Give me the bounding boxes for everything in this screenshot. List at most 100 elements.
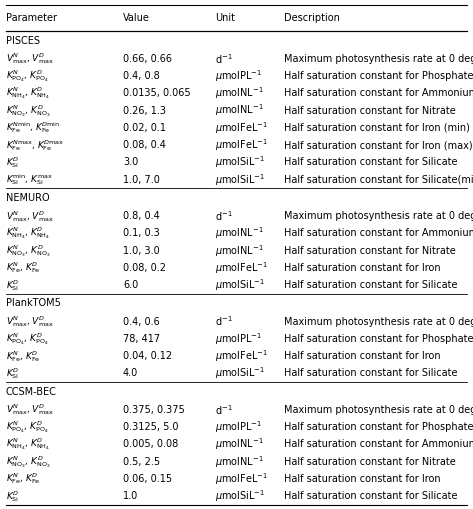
- Text: $K_{\mathrm{PO_4}}^{N}$, $K_{\mathrm{PO_4}}^{D}$: $K_{\mathrm{PO_4}}^{N}$, $K_{\mathrm{PO_…: [6, 419, 49, 435]
- Text: Maximum photosynthesis rate at 0 degrees: Maximum photosynthesis rate at 0 degrees: [284, 211, 473, 221]
- Text: 1.0: 1.0: [123, 491, 138, 501]
- Text: 0.04, 0.12: 0.04, 0.12: [123, 351, 172, 361]
- Text: $\mu$molPL$^{-1}$: $\mu$molPL$^{-1}$: [215, 331, 263, 347]
- Text: 0.06, 0.15: 0.06, 0.15: [123, 474, 172, 484]
- Text: Maximum photosynthesis rate at 0 degrees: Maximum photosynthesis rate at 0 degrees: [284, 54, 473, 64]
- Text: $K_{\mathrm{Si}}^{D}$: $K_{\mathrm{Si}}^{D}$: [6, 366, 19, 381]
- Text: 0.02, 0.1: 0.02, 0.1: [123, 123, 166, 133]
- Text: Half saturation constant for Iron (max): Half saturation constant for Iron (max): [284, 140, 473, 150]
- Text: $K_{\mathrm{Si}}^{D}$: $K_{\mathrm{Si}}^{D}$: [6, 155, 19, 170]
- Text: $\mu$molPL$^{-1}$: $\mu$molPL$^{-1}$: [215, 419, 263, 435]
- Text: $K_{\mathrm{Fe}}^{N\mathrm{max}}$, $K_{\mathrm{Fe}}^{D\mathrm{max}}$: $K_{\mathrm{Fe}}^{N\mathrm{max}}$, $K_{\…: [6, 138, 64, 153]
- Text: $\mu$molFeL$^{-1}$: $\mu$molFeL$^{-1}$: [215, 120, 268, 136]
- Text: Half saturation constant for Nitrate: Half saturation constant for Nitrate: [284, 457, 455, 467]
- Text: $K_{\mathrm{Si}}^{\mathrm{min}}$, $K_{\mathrm{Si}}^{\mathrm{max}}$: $K_{\mathrm{Si}}^{\mathrm{min}}$, $K_{\m…: [6, 173, 53, 187]
- Text: $K_{\mathrm{Fe}}^{N}$, $K_{\mathrm{Fe}}^{D}$: $K_{\mathrm{Fe}}^{N}$, $K_{\mathrm{Fe}}^…: [6, 471, 40, 487]
- Text: Half saturation constant for Silicate: Half saturation constant for Silicate: [284, 369, 457, 379]
- Text: d$^{-1}$: d$^{-1}$: [215, 52, 233, 66]
- Text: 0.0135, 0.065: 0.0135, 0.065: [123, 88, 191, 98]
- Text: PISCES: PISCES: [6, 36, 40, 45]
- Text: Half saturation constant for Phosphate: Half saturation constant for Phosphate: [284, 422, 473, 432]
- Text: $K_{\mathrm{NO_3}}^{N}$, $K_{\mathrm{NO_3}}^{D}$: $K_{\mathrm{NO_3}}^{N}$, $K_{\mathrm{NO_…: [6, 243, 50, 259]
- Text: 0.4, 0.8: 0.4, 0.8: [123, 71, 160, 81]
- Text: Half saturation constant for Iron (min): Half saturation constant for Iron (min): [284, 123, 470, 133]
- Text: $V_{\mathrm{max}}^{N}$, $V_{\mathrm{max}}^{D}$: $V_{\mathrm{max}}^{N}$, $V_{\mathrm{max}…: [6, 51, 53, 66]
- Text: $K_{\mathrm{Si}}^{D}$: $K_{\mathrm{Si}}^{D}$: [6, 489, 19, 504]
- Text: 0.08, 0.4: 0.08, 0.4: [123, 140, 166, 150]
- Text: $K_{\mathrm{NO_3}}^{N}$, $K_{\mathrm{NO_3}}^{D}$: $K_{\mathrm{NO_3}}^{N}$, $K_{\mathrm{NO_…: [6, 103, 50, 119]
- Text: $K_{\mathrm{PO_4}}^{N}$, $K_{\mathrm{PO_4}}^{D}$: $K_{\mathrm{PO_4}}^{N}$, $K_{\mathrm{PO_…: [6, 68, 49, 84]
- Text: $\mu$molPL$^{-1}$: $\mu$molPL$^{-1}$: [215, 68, 263, 84]
- Text: $\mu$molFeL$^{-1}$: $\mu$molFeL$^{-1}$: [215, 471, 268, 487]
- Text: NEMURO: NEMURO: [6, 193, 49, 203]
- Text: 0.4, 0.6: 0.4, 0.6: [123, 317, 160, 327]
- Text: Half saturation constant for Phosphate: Half saturation constant for Phosphate: [284, 334, 473, 344]
- Text: Half saturation constant for Iron: Half saturation constant for Iron: [284, 351, 440, 361]
- Text: $K_{\mathrm{NH_4}}^{N}$, $K_{\mathrm{NH_4}}^{D}$: $K_{\mathrm{NH_4}}^{N}$, $K_{\mathrm{NH_…: [6, 86, 50, 101]
- Text: Half saturation constant for Phosphate: Half saturation constant for Phosphate: [284, 71, 473, 81]
- Text: CCSM-BEC: CCSM-BEC: [6, 387, 57, 397]
- Text: Half saturation constant for Silicate: Half saturation constant for Silicate: [284, 491, 457, 501]
- Text: $\mu$molNL$^{-1}$: $\mu$molNL$^{-1}$: [215, 103, 264, 119]
- Text: $V_{\mathrm{max}}^{N}$, $V_{\mathrm{max}}^{D}$: $V_{\mathrm{max}}^{N}$, $V_{\mathrm{max}…: [6, 402, 53, 417]
- Text: Unit: Unit: [215, 13, 235, 23]
- Text: $K_{\mathrm{NO_3}}^{N}$, $K_{\mathrm{NO_3}}^{D}$: $K_{\mathrm{NO_3}}^{N}$, $K_{\mathrm{NO_…: [6, 454, 50, 470]
- Text: Description: Description: [284, 13, 340, 23]
- Text: 3.0: 3.0: [123, 157, 138, 167]
- Text: 0.005, 0.08: 0.005, 0.08: [123, 439, 178, 449]
- Text: $\mu$molFeL$^{-1}$: $\mu$molFeL$^{-1}$: [215, 348, 268, 364]
- Text: 1.0, 3.0: 1.0, 3.0: [123, 246, 160, 256]
- Text: $\mu$molSiL$^{-1}$: $\mu$molSiL$^{-1}$: [215, 277, 265, 293]
- Text: $\mu$molNL$^{-1}$: $\mu$molNL$^{-1}$: [215, 454, 264, 470]
- Text: 0.26, 1.3: 0.26, 1.3: [123, 105, 166, 116]
- Text: Maximum photosynthesis rate at 0 degrees: Maximum photosynthesis rate at 0 degrees: [284, 317, 473, 327]
- Text: 1.0, 7.0: 1.0, 7.0: [123, 175, 160, 185]
- Text: 0.66, 0.66: 0.66, 0.66: [123, 54, 172, 64]
- Text: $\mu$molNL$^{-1}$: $\mu$molNL$^{-1}$: [215, 437, 264, 453]
- Text: Half saturation constant for Silicate: Half saturation constant for Silicate: [284, 280, 457, 290]
- Text: Half saturation constant for Silicate: Half saturation constant for Silicate: [284, 157, 457, 167]
- Text: 78, 417: 78, 417: [123, 334, 160, 344]
- Text: Maximum photosynthesis rate at 0 degrees: Maximum photosynthesis rate at 0 degrees: [284, 405, 473, 415]
- Text: 0.1, 0.3: 0.1, 0.3: [123, 229, 160, 238]
- Text: Half saturation constant for Nitrate: Half saturation constant for Nitrate: [284, 246, 455, 256]
- Text: $K_{\mathrm{Fe}}^{N\mathrm{min}}$, $K_{\mathrm{Fe}}^{D\mathrm{min}}$: $K_{\mathrm{Fe}}^{N\mathrm{min}}$, $K_{\…: [6, 121, 60, 135]
- Text: Half saturation constant for Ammonium: Half saturation constant for Ammonium: [284, 229, 473, 238]
- Text: $\mu$molFeL$^{-1}$: $\mu$molFeL$^{-1}$: [215, 260, 268, 276]
- Text: $\mu$molSiL$^{-1}$: $\mu$molSiL$^{-1}$: [215, 488, 265, 504]
- Text: 0.08, 0.2: 0.08, 0.2: [123, 263, 166, 273]
- Text: $K_{\mathrm{Fe}}^{N}$, $K_{\mathrm{Fe}}^{D}$: $K_{\mathrm{Fe}}^{N}$, $K_{\mathrm{Fe}}^…: [6, 349, 40, 363]
- Text: Half saturation constant for Iron: Half saturation constant for Iron: [284, 474, 440, 484]
- Text: d$^{-1}$: d$^{-1}$: [215, 403, 233, 417]
- Text: $K_{\mathrm{Si}}^{D}$: $K_{\mathrm{Si}}^{D}$: [6, 278, 19, 293]
- Text: $\mu$molNL$^{-1}$: $\mu$molNL$^{-1}$: [215, 243, 264, 259]
- Text: $K_{\mathrm{NH_4}}^{N}$, $K_{\mathrm{NH_4}}^{D}$: $K_{\mathrm{NH_4}}^{N}$, $K_{\mathrm{NH_…: [6, 436, 50, 453]
- Text: 0.5, 2.5: 0.5, 2.5: [123, 457, 160, 467]
- Text: $\mu$molSiL$^{-1}$: $\mu$molSiL$^{-1}$: [215, 155, 265, 171]
- Text: Half saturation constant for Silicate(min, max): Half saturation constant for Silicate(mi…: [284, 175, 473, 185]
- Text: $V_{\mathrm{max}}^{N}$, $V_{\mathrm{max}}^{D}$: $V_{\mathrm{max}}^{N}$, $V_{\mathrm{max}…: [6, 314, 53, 329]
- Text: PlankTOM5: PlankTOM5: [6, 298, 61, 308]
- Text: Half saturation constant for Iron: Half saturation constant for Iron: [284, 263, 440, 273]
- Text: 0.8, 0.4: 0.8, 0.4: [123, 211, 160, 221]
- Text: d$^{-1}$: d$^{-1}$: [215, 315, 233, 328]
- Text: $V_{\mathrm{max}}^{N}$, $V_{\mathrm{max}}^{D}$: $V_{\mathrm{max}}^{N}$, $V_{\mathrm{max}…: [6, 209, 53, 223]
- Text: $\mu$molNL$^{-1}$: $\mu$molNL$^{-1}$: [215, 225, 264, 241]
- Text: $K_{\mathrm{PO_4}}^{N}$, $K_{\mathrm{PO_4}}^{D}$: $K_{\mathrm{PO_4}}^{N}$, $K_{\mathrm{PO_…: [6, 331, 49, 347]
- Text: 0.375, 0.375: 0.375, 0.375: [123, 405, 185, 415]
- Text: $K_{\mathrm{Fe}}^{N}$, $K_{\mathrm{Fe}}^{D}$: $K_{\mathrm{Fe}}^{N}$, $K_{\mathrm{Fe}}^…: [6, 261, 40, 275]
- Text: 0.3125, 5.0: 0.3125, 5.0: [123, 422, 178, 432]
- Text: $\mu$molFeL$^{-1}$: $\mu$molFeL$^{-1}$: [215, 137, 268, 153]
- Text: 4.0: 4.0: [123, 369, 138, 379]
- Text: Value: Value: [123, 13, 150, 23]
- Text: $\mu$molSiL$^{-1}$: $\mu$molSiL$^{-1}$: [215, 172, 265, 188]
- Text: Half saturation constant for Ammonium: Half saturation constant for Ammonium: [284, 88, 473, 98]
- Text: Half saturation constant for Ammonium: Half saturation constant for Ammonium: [284, 439, 473, 449]
- Text: Half saturation constant for Nitrate: Half saturation constant for Nitrate: [284, 105, 455, 116]
- Text: $\mu$molNL$^{-1}$: $\mu$molNL$^{-1}$: [215, 86, 264, 101]
- Text: $K_{\mathrm{NH_4}}^{N}$, $K_{\mathrm{NH_4}}^{D}$: $K_{\mathrm{NH_4}}^{N}$, $K_{\mathrm{NH_…: [6, 225, 50, 241]
- Text: $\mu$molSiL$^{-1}$: $\mu$molSiL$^{-1}$: [215, 365, 265, 381]
- Text: d$^{-1}$: d$^{-1}$: [215, 209, 233, 223]
- Text: 6.0: 6.0: [123, 280, 138, 290]
- Text: Parameter: Parameter: [6, 13, 57, 23]
